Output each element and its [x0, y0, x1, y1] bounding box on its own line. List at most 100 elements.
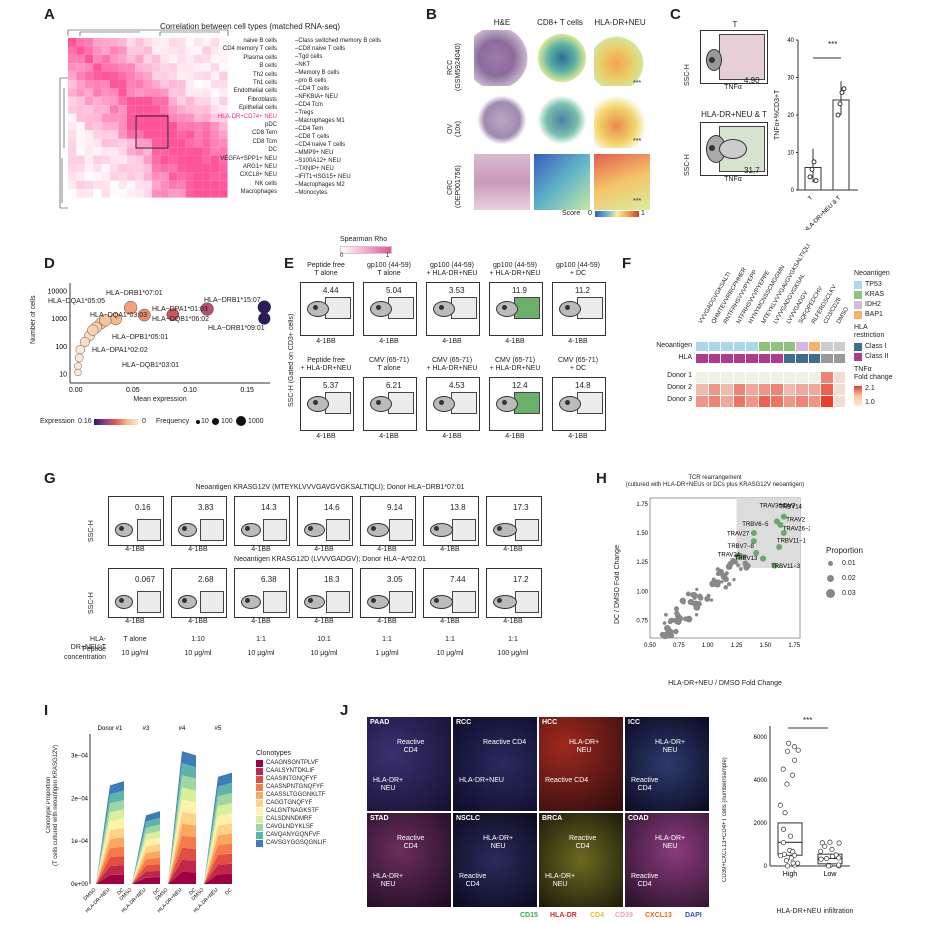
flow-gate — [137, 591, 161, 613]
heat-cell — [135, 71, 144, 80]
xtick-label: 1.25 — [731, 643, 743, 649]
heat-cell — [219, 180, 228, 190]
heat-cell — [118, 46, 127, 55]
flow-xaxis: 4-1BB — [377, 618, 397, 625]
ytick-label: 4000 — [754, 778, 768, 784]
panel-b-row-ov: OV (10x) — [447, 121, 462, 137]
flow-plot: 3.05 — [360, 568, 416, 618]
heat-cell — [76, 105, 85, 114]
heat-cell — [110, 63, 119, 72]
heat-cell — [160, 80, 169, 89]
if-annotation: Reactive CD4 — [483, 739, 527, 746]
legend-hla-title: HLA restriction — [854, 324, 885, 339]
flow-gate — [326, 591, 350, 613]
heat-cell — [135, 147, 144, 156]
point-annotation: TRBV11−1 — [777, 538, 807, 544]
heat-cell — [160, 130, 169, 139]
flow-percentage: 7.44 — [450, 575, 466, 584]
data-point — [685, 591, 691, 597]
if-annotation: HLA-DR+ NEU — [569, 739, 600, 754]
heat-cell — [219, 155, 228, 164]
data-point — [679, 618, 683, 622]
clonotype-area — [168, 775, 196, 884]
legend-swatch — [256, 760, 263, 767]
heat-cell — [84, 54, 94, 64]
data-point — [836, 862, 842, 868]
clonotype-area — [132, 870, 160, 884]
clonotype-area — [132, 844, 160, 884]
heat-cell — [194, 172, 203, 181]
heat-cell — [168, 172, 178, 181]
flow-xaxis: 4-1BB — [442, 433, 462, 440]
heat-cell — [101, 122, 110, 131]
xtick-label: 0.05 — [126, 387, 140, 394]
heat-cell — [152, 88, 161, 97]
heat-cell — [135, 164, 144, 173]
channel-label: CXCL13 — [645, 912, 672, 919]
heat-cell — [160, 54, 169, 64]
flow-percentage: 17.2 — [513, 575, 529, 584]
heat-cell — [185, 46, 194, 55]
fold-change-cell — [833, 372, 845, 383]
heat-cell — [194, 113, 203, 122]
panel-h-xlabel: HLA-DR+NEU / DMSO Fold Change — [668, 680, 782, 687]
flow-population — [307, 396, 329, 412]
heat-cell — [101, 38, 110, 47]
point-label: HLA−DQB1*06:02 — [152, 316, 210, 323]
flow-plot: 14.3 — [234, 496, 290, 546]
row-label-neoantigen: Neoantigen — [656, 342, 692, 349]
heat-cell — [93, 180, 102, 190]
panel-g-ratio-label: HLA-DR+NEU:T — [70, 636, 106, 651]
heat-cell — [93, 172, 102, 181]
heat-cell — [202, 63, 211, 72]
heat-cell — [101, 46, 110, 55]
fold-change-cell — [771, 372, 783, 383]
heat-cell — [160, 155, 169, 164]
panel-b-stars-1: *** — [633, 80, 642, 87]
heat-cell — [194, 71, 203, 80]
ytick-label: 100 — [55, 344, 67, 351]
channel-label: CD15 — [520, 912, 538, 919]
heat-cell — [84, 71, 94, 80]
heat-cell — [143, 172, 152, 181]
heat-cell — [143, 54, 152, 64]
panel-d-legend-expr-max: 0.16 — [78, 418, 92, 425]
heat-cell — [135, 172, 144, 181]
flow-plot: 4.53 — [426, 377, 480, 431]
if-tissue-tag: RCC — [456, 719, 472, 726]
flow-population-core — [439, 305, 444, 310]
dendrogram-branch — [67, 29, 229, 36]
panel-h-ylabel: DC / DMSO Fold Change — [614, 545, 621, 625]
legend-label: CAALSYNTDKLIF — [266, 768, 315, 774]
legend-neo-label: BAP1 — [865, 311, 883, 318]
heat-cell — [168, 63, 178, 72]
panel-b-col-he: H&E — [493, 18, 511, 27]
fold-change-cell — [733, 372, 745, 383]
flow-population — [115, 595, 133, 609]
heat-cell — [160, 164, 169, 173]
heat-cell — [202, 71, 211, 80]
flow-population — [178, 595, 197, 609]
data-point — [792, 757, 798, 763]
heat-col-label: –Macrophages M2 — [295, 182, 345, 188]
flow-xaxis: 4-1BB — [125, 546, 145, 553]
clonotype-area — [132, 831, 160, 884]
heat-cell — [84, 138, 94, 148]
if-annotation: HLA-DR+ NEU — [373, 777, 404, 792]
clonotype-area — [168, 835, 196, 884]
flow-population-core — [119, 598, 124, 603]
heat-cell — [84, 164, 94, 173]
data-point — [777, 802, 783, 808]
heat-cell — [68, 189, 77, 198]
heat-cell — [210, 38, 220, 47]
heat-cell — [160, 38, 169, 47]
legend-label: CAGGTGNQFYF — [266, 800, 313, 806]
heat-cell — [202, 172, 211, 181]
flow-population-core — [245, 598, 250, 603]
flow-population — [241, 595, 261, 609]
heat-col-label: –Tregs — [295, 110, 314, 116]
heat-cell — [101, 172, 110, 181]
heat-cell — [118, 172, 127, 181]
heat-cell — [76, 54, 85, 64]
fold-change-cell — [708, 396, 720, 407]
